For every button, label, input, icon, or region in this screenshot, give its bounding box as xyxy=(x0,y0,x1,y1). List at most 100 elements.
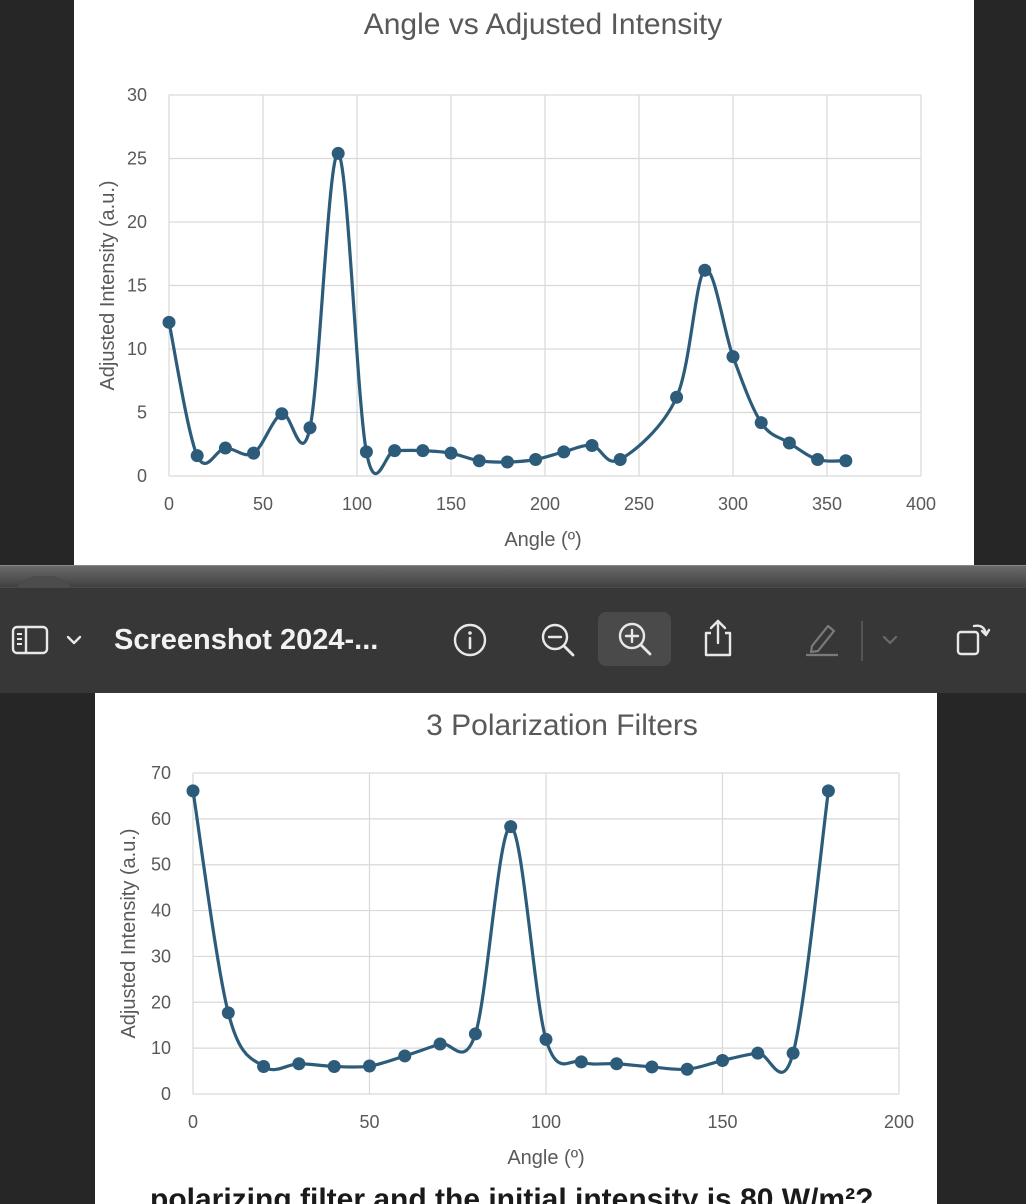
x-axis-label: Angle (º) xyxy=(507,1147,584,1169)
chart-title: 3 Polarization Filters xyxy=(426,709,698,742)
y-tick-label: 50 xyxy=(151,855,171,875)
y-tick-label: 40 xyxy=(151,901,171,921)
markup-button[interactable] xyxy=(800,616,844,660)
zoom-out-button[interactable] xyxy=(536,618,580,662)
share-icon xyxy=(704,619,732,657)
chevron-down-icon xyxy=(66,635,82,645)
y-tick-label: 0 xyxy=(161,1084,171,1104)
preview-toolbar xyxy=(0,587,1026,694)
y-tick-label: 30 xyxy=(127,85,147,105)
chart-top-card: Angle vs Adjusted Intensity 0 5 10 15 20 25 30 0… xyxy=(74,0,974,565)
data-point xyxy=(162,315,176,329)
data-point xyxy=(613,452,627,466)
markup-options-button[interactable] xyxy=(876,626,904,654)
data-point xyxy=(363,1059,376,1073)
sidebar-toggle-button[interactable] xyxy=(8,620,52,660)
info-button[interactable] xyxy=(448,618,492,662)
document-text-partial: polarizing filter and the initial intens… xyxy=(150,1186,874,1204)
data-point xyxy=(751,1046,765,1060)
pencil-icon xyxy=(806,624,838,657)
data-point xyxy=(754,416,768,430)
data-point xyxy=(670,390,684,404)
data-point xyxy=(327,1059,341,1073)
data-point xyxy=(504,820,518,834)
x-tick-label: 150 xyxy=(436,494,466,514)
data-point xyxy=(292,1057,306,1071)
sidebar-toggle-icon xyxy=(11,625,49,655)
data-point xyxy=(821,784,835,798)
data-point xyxy=(839,454,853,468)
data-point xyxy=(529,452,543,466)
window-divider xyxy=(0,565,1026,588)
data-point xyxy=(726,350,740,364)
data-point xyxy=(190,449,204,463)
chevron-down-icon xyxy=(882,635,898,645)
document-title[interactable]: Screenshot 2024-... xyxy=(114,624,379,656)
data-point xyxy=(388,444,402,458)
x-tick-label: 150 xyxy=(707,1112,737,1132)
x-tick-label: 100 xyxy=(342,494,372,514)
data-point xyxy=(610,1057,624,1071)
data-point xyxy=(539,1032,553,1046)
rotate-icon xyxy=(956,624,991,656)
rotate-button[interactable] xyxy=(950,616,994,660)
y-tick-label: 70 xyxy=(151,763,171,783)
data-point xyxy=(221,1006,235,1020)
y-tick-label: 60 xyxy=(151,809,171,829)
y-tick-label: 10 xyxy=(127,339,147,359)
zoom-in-button[interactable] xyxy=(598,612,671,666)
y-tick-label: 0 xyxy=(137,466,147,486)
y-tick-label: 20 xyxy=(127,212,147,232)
data-point xyxy=(680,1062,694,1076)
x-tick-label: 0 xyxy=(164,494,174,514)
data-point xyxy=(645,1060,659,1074)
chart-bottom: 3 Polarization Filters 0 10 20 30 40 50 60 70 0 50… xyxy=(118,709,914,1169)
chart-bottom-card: 3 Polarization Filters 0 10 20 30 40 50 60 70 0 50… xyxy=(95,693,937,1204)
y-tick-label: 20 xyxy=(151,992,171,1012)
data-point xyxy=(468,1027,482,1041)
data-point xyxy=(716,1054,729,1068)
y-tick-label: 15 xyxy=(127,276,147,296)
data-point xyxy=(398,1049,412,1063)
x-tick-label: 0 xyxy=(188,1112,198,1132)
data-point xyxy=(782,436,796,450)
y-axis-label: Adjusted Intensity (a.u.) xyxy=(118,828,140,1038)
y-tick-label: 30 xyxy=(151,946,171,966)
x-tick-label: 300 xyxy=(718,494,748,514)
data-point xyxy=(472,454,486,468)
data-point xyxy=(500,455,514,469)
data-point xyxy=(275,407,289,421)
data-point xyxy=(359,445,373,459)
data-point xyxy=(585,439,599,453)
x-tick-label: 50 xyxy=(253,494,273,514)
data-point xyxy=(698,263,712,277)
toolbar-separator xyxy=(861,621,863,661)
data-point xyxy=(247,446,261,460)
data-point xyxy=(811,452,825,466)
x-tick-label: 200 xyxy=(884,1112,914,1132)
share-button[interactable] xyxy=(696,614,740,662)
data-point xyxy=(786,1046,800,1060)
x-tick-label: 50 xyxy=(359,1112,379,1132)
info-icon xyxy=(453,623,487,657)
x-axis-label: Angle (º) xyxy=(504,529,581,551)
data-point xyxy=(557,445,571,459)
sidebar-options-button[interactable] xyxy=(60,626,88,654)
zoom-in-icon xyxy=(618,622,651,656)
x-tick-label: 100 xyxy=(531,1112,561,1132)
series-line xyxy=(167,151,848,476)
data-point xyxy=(444,446,458,460)
data-point xyxy=(186,784,200,798)
data-point xyxy=(257,1059,271,1073)
data-point xyxy=(218,441,232,455)
zoom-out-icon xyxy=(541,623,575,657)
y-tick-label: 10 xyxy=(151,1038,171,1058)
data-point xyxy=(416,444,430,458)
y-tick-label: 5 xyxy=(137,403,147,423)
data-point xyxy=(303,421,317,435)
x-tick-label: 250 xyxy=(624,494,654,514)
y-tick-label: 25 xyxy=(127,149,147,169)
y-axis-label: Adjusted Intensity (a.u.) xyxy=(97,180,119,390)
x-tick-label: 200 xyxy=(530,494,560,514)
data-point xyxy=(433,1037,447,1051)
